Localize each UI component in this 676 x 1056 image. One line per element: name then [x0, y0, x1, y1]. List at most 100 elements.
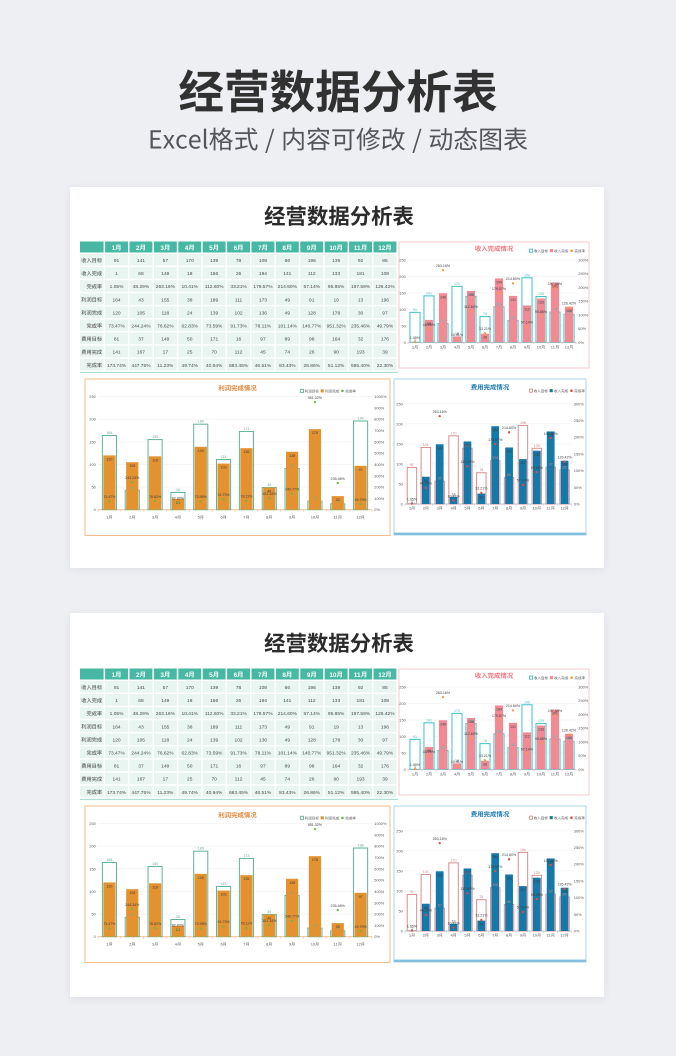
- svg-text:139: 139: [332, 685, 340, 691]
- svg-text:108: 108: [566, 309, 572, 313]
- svg-text:164: 164: [106, 431, 112, 435]
- svg-text:155: 155: [152, 435, 158, 439]
- svg-text:78: 78: [236, 685, 242, 691]
- svg-text:112.60%: 112.60%: [205, 711, 224, 717]
- svg-text:263.16%: 263.16%: [436, 691, 451, 695]
- svg-text:600%: 600%: [374, 439, 384, 444]
- svg-text:66: 66: [511, 743, 515, 747]
- svg-text:1.05%: 1.05%: [407, 924, 418, 928]
- svg-text:73.59%: 73.59%: [206, 324, 223, 330]
- svg-text:18: 18: [455, 759, 459, 763]
- svg-text:7: 7: [258, 672, 262, 679]
- svg-text:17: 17: [163, 350, 169, 356]
- svg-text:102: 102: [221, 466, 227, 470]
- svg-text:200: 200: [399, 701, 406, 706]
- svg-text:300%: 300%: [574, 401, 584, 406]
- svg-text:150: 150: [89, 439, 96, 444]
- svg-text:100%: 100%: [374, 923, 384, 928]
- svg-text:50: 50: [398, 908, 403, 913]
- svg-text:49.79%: 49.79%: [377, 751, 394, 757]
- svg-text:49.79%: 49.79%: [354, 498, 367, 502]
- svg-text:97: 97: [382, 737, 388, 743]
- svg-text:189: 189: [198, 420, 204, 424]
- svg-text:126.42%: 126.42%: [562, 728, 577, 732]
- svg-text:49: 49: [285, 724, 291, 730]
- svg-text:4: 4: [185, 245, 189, 252]
- svg-text:139: 139: [198, 876, 204, 880]
- svg-text:92: 92: [549, 890, 553, 894]
- svg-text:139: 139: [332, 258, 340, 264]
- svg-text:126.42%: 126.42%: [375, 711, 395, 717]
- svg-text:120: 120: [113, 310, 121, 316]
- svg-text:173: 173: [243, 427, 249, 431]
- svg-text:196: 196: [308, 258, 316, 264]
- svg-text:139: 139: [210, 258, 218, 264]
- svg-text:156: 156: [210, 698, 218, 704]
- svg-text:0: 0: [401, 929, 404, 934]
- svg-text:9: 9: [307, 672, 311, 679]
- svg-text:91.73%: 91.73%: [217, 493, 230, 497]
- svg-text:196: 196: [381, 297, 389, 303]
- svg-text:97: 97: [359, 468, 363, 472]
- svg-text:25: 25: [187, 777, 193, 783]
- svg-text:68: 68: [424, 479, 428, 483]
- svg-text:900%: 900%: [374, 405, 384, 410]
- svg-text:1: 1: [112, 245, 116, 252]
- svg-text:19: 19: [333, 297, 339, 303]
- svg-text:200: 200: [89, 844, 96, 849]
- svg-text:78: 78: [236, 258, 242, 264]
- svg-text:76.62%: 76.62%: [149, 922, 162, 926]
- svg-text:48.29%: 48.29%: [133, 711, 150, 717]
- svg-text:2: 2: [423, 506, 426, 511]
- svg-text:194: 194: [496, 707, 502, 711]
- svg-text:112: 112: [235, 350, 243, 356]
- svg-text:300%: 300%: [374, 473, 384, 478]
- svg-text:78: 78: [479, 468, 483, 472]
- svg-text:108: 108: [562, 463, 568, 467]
- svg-text:244.24%: 244.24%: [131, 324, 151, 330]
- svg-text:70: 70: [211, 777, 217, 783]
- svg-text:3: 3: [152, 515, 155, 520]
- svg-text:167: 167: [137, 350, 145, 356]
- svg-text:33.21%: 33.21%: [475, 914, 488, 918]
- svg-text:139: 139: [534, 871, 540, 875]
- svg-text:0: 0: [404, 340, 407, 345]
- svg-text:25: 25: [187, 350, 193, 356]
- svg-text:447.75%: 447.75%: [131, 790, 151, 796]
- svg-text:111: 111: [235, 724, 243, 730]
- svg-text:85: 85: [563, 465, 567, 469]
- svg-text:8: 8: [266, 515, 269, 520]
- svg-text:100: 100: [89, 889, 96, 894]
- svg-text:156: 156: [210, 271, 218, 277]
- svg-text:8: 8: [282, 245, 286, 252]
- svg-text:196: 196: [520, 421, 526, 425]
- svg-text:26.86%: 26.86%: [304, 790, 321, 796]
- svg-text:235.46%: 235.46%: [351, 324, 371, 330]
- svg-text:179.57%: 179.57%: [488, 438, 503, 442]
- svg-text:45: 45: [260, 350, 266, 356]
- svg-text:50%: 50%: [578, 753, 586, 758]
- svg-text:62.83%: 62.83%: [182, 324, 199, 330]
- svg-text:66: 66: [507, 900, 511, 904]
- svg-text:73.59%: 73.59%: [206, 751, 223, 757]
- svg-text:141: 141: [510, 298, 516, 302]
- svg-text:595.40%: 595.40%: [351, 790, 371, 796]
- svg-text:173.74%: 173.74%: [107, 790, 127, 796]
- svg-text:98: 98: [309, 764, 315, 770]
- svg-text:155: 155: [161, 297, 169, 303]
- svg-text:171: 171: [210, 764, 218, 770]
- svg-text:57.14%: 57.14%: [521, 320, 534, 324]
- svg-text:197.59%: 197.59%: [544, 432, 559, 436]
- svg-text:92: 92: [553, 735, 557, 739]
- svg-text:5: 5: [468, 345, 471, 350]
- svg-text:189: 189: [210, 297, 218, 303]
- svg-text:11.23%: 11.23%: [157, 790, 174, 796]
- svg-text:9: 9: [524, 345, 527, 350]
- svg-text:76.62%: 76.62%: [149, 495, 162, 499]
- svg-text:7: 7: [258, 245, 262, 252]
- svg-text:141: 141: [510, 725, 516, 729]
- svg-text:244.24%: 244.24%: [131, 751, 151, 757]
- svg-text:173.74%: 173.74%: [107, 363, 127, 369]
- svg-text:85: 85: [567, 737, 571, 741]
- svg-text:8: 8: [506, 933, 509, 938]
